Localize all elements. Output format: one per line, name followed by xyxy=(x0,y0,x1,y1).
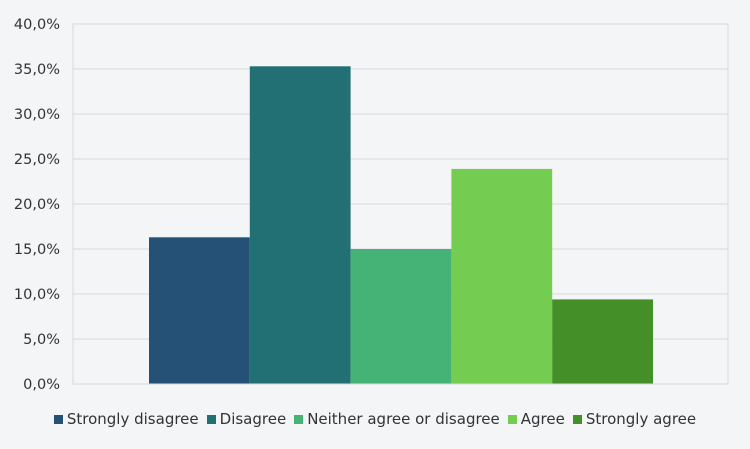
bar xyxy=(350,249,452,384)
bar xyxy=(552,299,653,384)
y-tick-label: 25,0% xyxy=(14,152,60,168)
legend-swatch xyxy=(507,414,517,424)
legend-label: Strongly agree xyxy=(585,410,697,428)
legend-item: Disagree xyxy=(206,410,287,428)
y-tick-label: 10,0% xyxy=(14,287,60,303)
y-tick-label: 5,0% xyxy=(23,332,60,348)
y-tick-label: 35,0% xyxy=(14,62,60,78)
legend-swatch xyxy=(572,414,582,424)
bar xyxy=(149,237,250,384)
legend-label: Neither agree or disagree xyxy=(307,410,500,428)
chart-legend: Strongly disagree Disagree Neither agree o… xyxy=(0,410,750,428)
y-tick-label: 0,0% xyxy=(23,377,60,393)
legend-swatch xyxy=(206,414,216,424)
legend-item: Agree xyxy=(507,410,565,428)
bar xyxy=(249,66,351,385)
bar xyxy=(451,168,553,384)
y-tick-label: 40,0% xyxy=(14,17,60,33)
legend-item: Neither agree or disagree xyxy=(294,410,500,428)
legend-item: Strongly agree xyxy=(572,410,697,428)
y-tick-label: 30,0% xyxy=(14,107,60,123)
legend-item: Strongly disagree xyxy=(53,410,199,428)
legend-swatch xyxy=(53,414,63,424)
legend-label: Strongly disagree xyxy=(66,410,199,428)
legend-label: Disagree xyxy=(219,410,287,428)
legend-swatch xyxy=(294,414,304,424)
y-tick-label: 15,0% xyxy=(14,242,60,258)
y-tick-label: 20,0% xyxy=(14,197,60,213)
legend-label: Agree xyxy=(520,410,565,428)
